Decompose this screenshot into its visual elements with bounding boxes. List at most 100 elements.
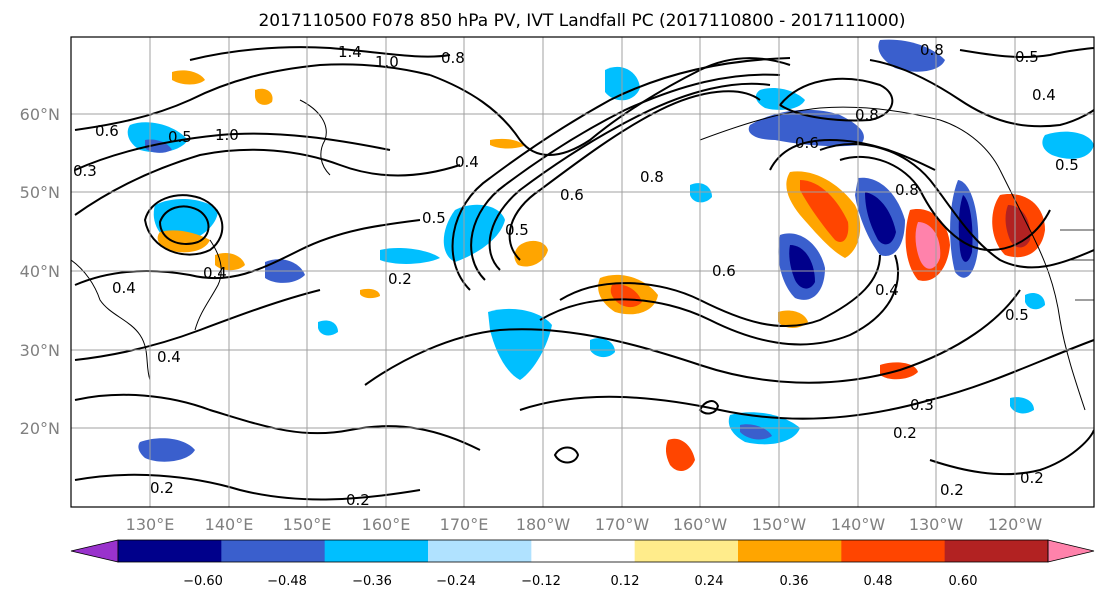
contour-label: 0.6 — [95, 122, 119, 140]
negative-anomaly-region — [865, 192, 896, 245]
negative-anomaly-region — [789, 245, 815, 289]
contour-label: 0.2 — [346, 491, 370, 509]
lon-label: 120°W — [988, 515, 1043, 534]
colorbar-tick-label: −0.60 — [183, 574, 223, 589]
negative-anomaly-region — [690, 183, 712, 203]
contour-line — [470, 73, 781, 281]
colorbar-tick-label: 0.24 — [695, 574, 724, 589]
contour-label: 0.6 — [560, 186, 584, 204]
lat-label: 20°N — [20, 419, 60, 438]
negative-anomaly-region — [138, 438, 195, 462]
negative-anomaly-region — [1042, 131, 1094, 159]
negative-anomaly-region — [488, 308, 552, 380]
contour-label: 0.6 — [795, 134, 819, 152]
latitude-labels: 60°N 50°N 40°N 30°N 20°N — [20, 105, 60, 438]
lon-label: 130°W — [909, 515, 964, 534]
positive-anomaly-region — [215, 253, 245, 271]
negative-anomaly-region — [1010, 397, 1034, 414]
colorbar: −0.60 −0.48 −0.36 −0.24 −0.12 0.12 0.24 … — [70, 539, 1095, 589]
colorbar-frame — [117, 539, 1049, 563]
na-coastline — [999, 169, 1086, 411]
positive-anomaly-region — [778, 310, 808, 328]
state-borders — [1060, 229, 1094, 301]
contour-label: 0.8 — [920, 41, 944, 59]
contour-label: 0.2 — [893, 424, 917, 442]
contour-line — [74, 289, 321, 361]
contour-label: 0.4 — [112, 279, 136, 297]
contour-line — [488, 82, 771, 271]
contour-label: 0.8 — [895, 181, 919, 199]
colorbar-segment — [531, 540, 636, 562]
negative-anomaly-region — [380, 247, 440, 264]
lon-label: 150°W — [752, 515, 807, 534]
lon-label: 140°W — [831, 515, 886, 534]
contour-line — [519, 339, 1094, 420]
contour-line — [869, 59, 1094, 128]
contour-line — [929, 429, 1094, 476]
contour-line — [959, 47, 1094, 59]
negative-anomaly-region — [443, 204, 505, 262]
negative-anomaly-region — [878, 39, 945, 72]
colorbar-segments — [70, 539, 1095, 563]
contour-label: 0.8 — [640, 168, 664, 186]
contour-label: 0.3 — [73, 162, 97, 180]
contour-label: 0.5 — [1015, 48, 1039, 66]
contour-line — [698, 400, 720, 415]
contour-label: 0.5 — [168, 128, 192, 146]
contour-line — [778, 77, 894, 122]
colorbar-segment — [634, 540, 739, 562]
colorbar-tick-label: −0.12 — [521, 574, 561, 589]
longitude-labels: 130°E 140°E 150°E 160°E 170°E 180°W 170°… — [126, 515, 1043, 534]
negative-anomaly-region — [127, 122, 188, 153]
contour-line — [74, 132, 391, 171]
lon-label: 160°E — [362, 515, 411, 534]
contour-label: 0.5 — [1005, 306, 1029, 324]
map-title: 2017110500 F078 850 hPa PV, IVT Landfall… — [258, 11, 905, 31]
contour-label: 0.5 — [1055, 156, 1079, 174]
colorbar-segment — [118, 540, 222, 562]
colorbar-extend-min — [70, 539, 119, 563]
contour-line — [539, 254, 899, 346]
map-frame — [70, 36, 1095, 508]
lat-label: 40°N — [20, 262, 60, 281]
lon-label: 150°E — [283, 515, 332, 534]
graticule — [71, 37, 1094, 507]
coastlines — [71, 99, 1094, 411]
contour-line — [451, 57, 791, 291]
lon-label: 180°W — [516, 515, 571, 534]
contour-label: 0.5 — [422, 209, 446, 227]
negative-anomaly-region — [145, 139, 172, 153]
lon-label: 160°W — [673, 515, 728, 534]
contour-line — [553, 446, 580, 464]
contour-line — [143, 194, 224, 256]
lat-label: 60°N — [20, 105, 60, 124]
contour-label: 0.6 — [712, 262, 736, 280]
contour-label: 0.8 — [855, 106, 879, 124]
contour-label: 0.3 — [910, 396, 934, 414]
lat-label: 30°N — [20, 341, 60, 360]
contour-label: 0.2 — [388, 270, 412, 288]
colorbar-tick-label: 0.36 — [780, 574, 809, 589]
colorbar-ticks: −0.60 −0.48 −0.36 −0.24 −0.12 0.12 0.24 … — [183, 574, 977, 589]
contour-line — [74, 148, 461, 216]
contour-label: 1.0 — [215, 126, 239, 144]
colorbar-segment — [324, 540, 429, 562]
asia-coastline — [71, 259, 151, 381]
colorbar-segment — [944, 540, 1049, 562]
positive-anomaly-region — [665, 438, 695, 472]
positive-anomaly-region — [514, 240, 548, 267]
negative-anomaly-region — [590, 338, 615, 358]
contour-label: 1.0 — [375, 53, 399, 71]
contour-line — [839, 155, 1051, 252]
colorbar-tick-label: −0.36 — [352, 574, 392, 589]
colorbar-tick-label: 0.48 — [864, 574, 893, 589]
japan-coastline — [194, 239, 222, 331]
negative-anomaly-region — [318, 320, 338, 336]
contour-label: 0.4 — [455, 153, 479, 171]
contour-label: 1.4 — [338, 43, 362, 61]
pv-shading — [127, 39, 1094, 472]
contour-label: 0.4 — [1032, 86, 1056, 104]
contour-label: 0.4 — [203, 264, 227, 282]
lon-label: 140°E — [205, 515, 254, 534]
